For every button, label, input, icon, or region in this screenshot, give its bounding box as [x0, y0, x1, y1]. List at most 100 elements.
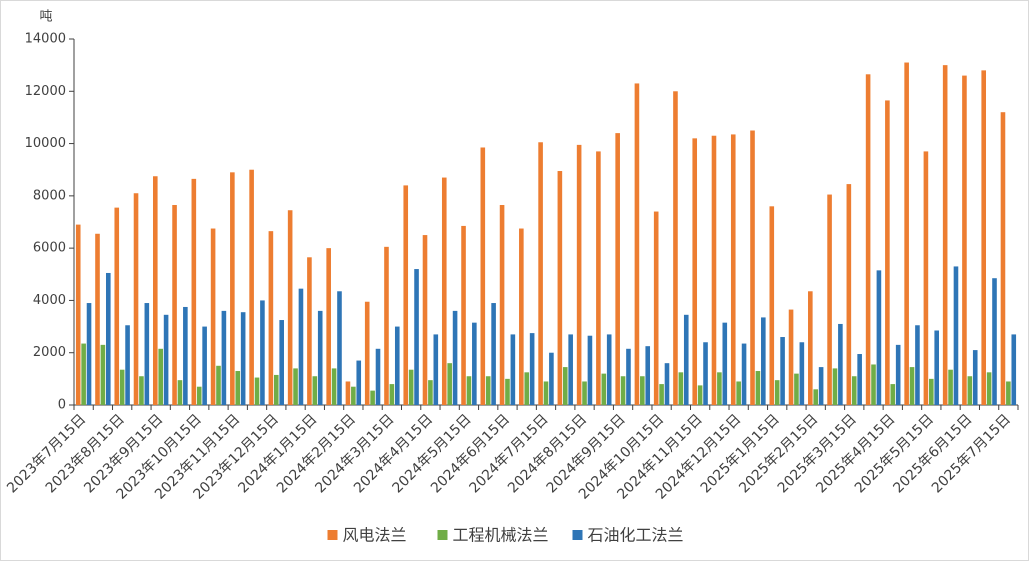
bar [1011, 334, 1017, 405]
bar [447, 363, 452, 405]
bar [615, 133, 620, 405]
bar [934, 330, 940, 405]
bar [172, 205, 177, 405]
y-tick-label: 8000 [33, 188, 66, 203]
bar [601, 373, 607, 405]
bar [846, 184, 852, 405]
bar [326, 248, 331, 405]
bar [1000, 112, 1006, 405]
bar [317, 310, 323, 405]
bar [356, 360, 362, 405]
bar [472, 322, 477, 405]
bar [948, 369, 953, 405]
bar [761, 317, 766, 405]
bar [750, 130, 755, 405]
bar [519, 228, 524, 405]
y-tick-label: 4000 [33, 293, 66, 308]
bar [813, 389, 819, 405]
bar [105, 272, 111, 405]
y-tick-label: 0 [58, 398, 66, 413]
bar [95, 233, 100, 405]
bar [659, 384, 664, 405]
bar [780, 337, 785, 405]
bar [183, 306, 188, 405]
bar [673, 91, 678, 406]
bar [86, 303, 92, 405]
bar [692, 138, 698, 406]
bar [273, 374, 279, 405]
bar [876, 270, 882, 405]
bar [962, 75, 967, 405]
bar [144, 303, 150, 405]
bar [331, 368, 337, 405]
bar [298, 288, 304, 405]
bar [929, 378, 934, 405]
bar [818, 367, 824, 405]
bar [890, 384, 896, 405]
bar [953, 266, 959, 405]
legend-swatch [572, 530, 583, 540]
legend-swatch [327, 530, 338, 540]
bar [268, 231, 274, 405]
bar [510, 334, 516, 405]
bar [711, 135, 717, 405]
bar [730, 134, 736, 405]
bar [191, 178, 197, 405]
bar [909, 367, 915, 405]
bar [576, 144, 582, 405]
bar [177, 380, 183, 405]
bar [885, 100, 890, 405]
bar [538, 142, 543, 405]
bar [703, 342, 708, 405]
bar [505, 378, 510, 405]
bar [163, 314, 169, 405]
bar [562, 367, 568, 405]
bar [992, 278, 997, 405]
bar [717, 372, 722, 405]
bar [606, 334, 612, 405]
bar [838, 323, 843, 405]
bar [499, 205, 505, 405]
legend-label: 石油化工法兰 [588, 526, 684, 545]
bar [1006, 381, 1011, 405]
y-tick-label: 12000 [25, 84, 66, 99]
bar [557, 171, 563, 405]
bar [620, 376, 626, 405]
bar [986, 372, 992, 405]
bar [210, 228, 216, 405]
bar [923, 151, 929, 405]
bar [529, 333, 535, 405]
bar [827, 194, 832, 405]
bar [664, 363, 670, 405]
bar [351, 386, 356, 405]
y-tick-label: 14000 [25, 32, 66, 47]
bar [287, 210, 293, 405]
bar [683, 314, 689, 405]
bar [832, 368, 838, 405]
bar [755, 371, 761, 405]
bar [279, 320, 284, 405]
bar [100, 344, 106, 405]
bar [312, 376, 318, 405]
bar [857, 354, 862, 405]
bar [337, 291, 342, 405]
bar [158, 348, 163, 405]
bar [915, 325, 920, 405]
bar [422, 235, 428, 405]
legend-label: 风电法兰 [343, 526, 407, 545]
bar [196, 386, 202, 405]
bar [799, 342, 805, 405]
bar [249, 169, 254, 405]
bar [794, 373, 799, 405]
bar [942, 65, 948, 406]
bar [345, 381, 351, 405]
y-axis-label: 吨 [39, 10, 52, 25]
bar [774, 380, 780, 405]
bar [152, 176, 158, 405]
bar [524, 372, 530, 405]
bar [788, 309, 794, 405]
bar [307, 257, 312, 405]
bar [904, 62, 909, 406]
bar [653, 211, 659, 405]
legend-swatch [437, 530, 448, 540]
